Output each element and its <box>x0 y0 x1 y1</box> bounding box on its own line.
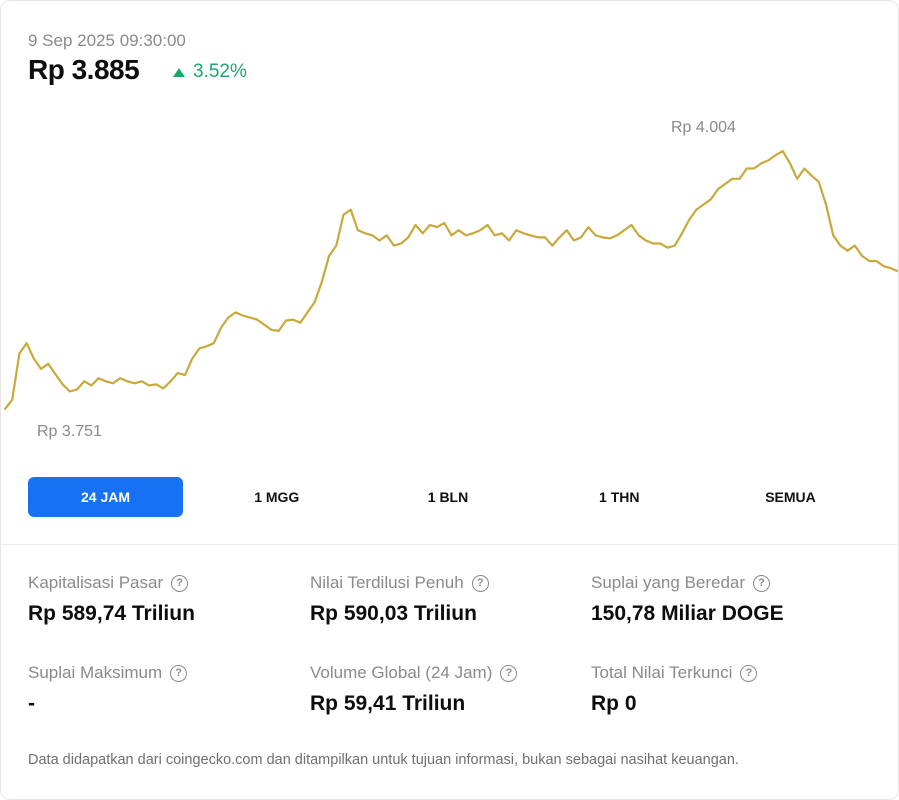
up-triangle-icon <box>173 67 185 77</box>
help-icon[interactable]: ? <box>500 664 518 682</box>
stat-label: Volume Global (24 Jam) <box>310 663 493 682</box>
help-icon[interactable]: ? <box>170 664 188 682</box>
range-1y-button[interactable]: 1 THN <box>599 489 640 505</box>
stat-value: - <box>28 692 35 715</box>
timestamp: 9 Sep 2025 09:30:00 <box>28 31 186 50</box>
divider <box>1 544 898 545</box>
time-range-selector: 24 JAM 1 MGG 1 BLN 1 THN SEMUA <box>28 477 868 517</box>
range-all-button[interactable]: SEMUA <box>765 489 816 505</box>
stat-value: 150,78 Miliar DOGE <box>591 602 784 625</box>
stat-label: Suplai yang Beredar <box>591 573 746 592</box>
price-chart-svg <box>3 150 898 411</box>
range-1w-button[interactable]: 1 MGG <box>254 489 300 505</box>
stat-value: Rp 0 <box>591 692 637 715</box>
change-percent: 3.52% <box>193 61 247 82</box>
chart-low-label: Rp 3.751 <box>37 423 102 440</box>
range-24h-button[interactable]: 24 JAM <box>28 477 183 517</box>
stat-volume: Volume Global (24 Jam)? Rp 59,41 Triliun <box>310 663 580 716</box>
stat-value: Rp 590,03 Triliun <box>310 602 477 625</box>
range-1m-button[interactable]: 1 BLN <box>427 489 469 505</box>
help-icon[interactable]: ? <box>753 574 771 592</box>
stat-label: Total Nilai Terkunci <box>591 663 733 682</box>
stat-fdv: Nilai Terdilusi Penuh? Rp 590,03 Triliun <box>310 573 580 626</box>
price-change: 3.52% <box>173 61 247 83</box>
stat-tvl: Total Nilai Terkunci? Rp 0 <box>591 663 861 716</box>
current-price: Rp 3.885 <box>28 54 140 85</box>
stat-circulating-supply: Suplai yang Beredar? 150,78 Miliar DOGE <box>591 573 861 626</box>
stat-label: Suplai Maksimum <box>28 663 163 682</box>
price-line <box>3 150 898 411</box>
help-icon[interactable]: ? <box>740 664 758 682</box>
chart-high-label: Rp 4.004 <box>671 119 736 136</box>
stat-label: Kapitalisasi Pasar <box>28 573 164 592</box>
stat-market-cap: Kapitalisasi Pasar? Rp 589,74 Triliun <box>28 573 298 626</box>
disclaimer-text: Data didapatkan dari coingecko.com dan d… <box>28 752 739 768</box>
help-icon[interactable]: ? <box>471 574 489 592</box>
price-chart[interactable] <box>1 101 898 461</box>
stat-max-supply: Suplai Maksimum? - <box>28 663 298 716</box>
stat-value: Rp 589,74 Triliun <box>28 602 195 625</box>
help-icon[interactable]: ? <box>171 574 189 592</box>
stat-label: Nilai Terdilusi Penuh <box>310 573 464 592</box>
stat-value: Rp 59,41 Triliun <box>310 692 466 715</box>
